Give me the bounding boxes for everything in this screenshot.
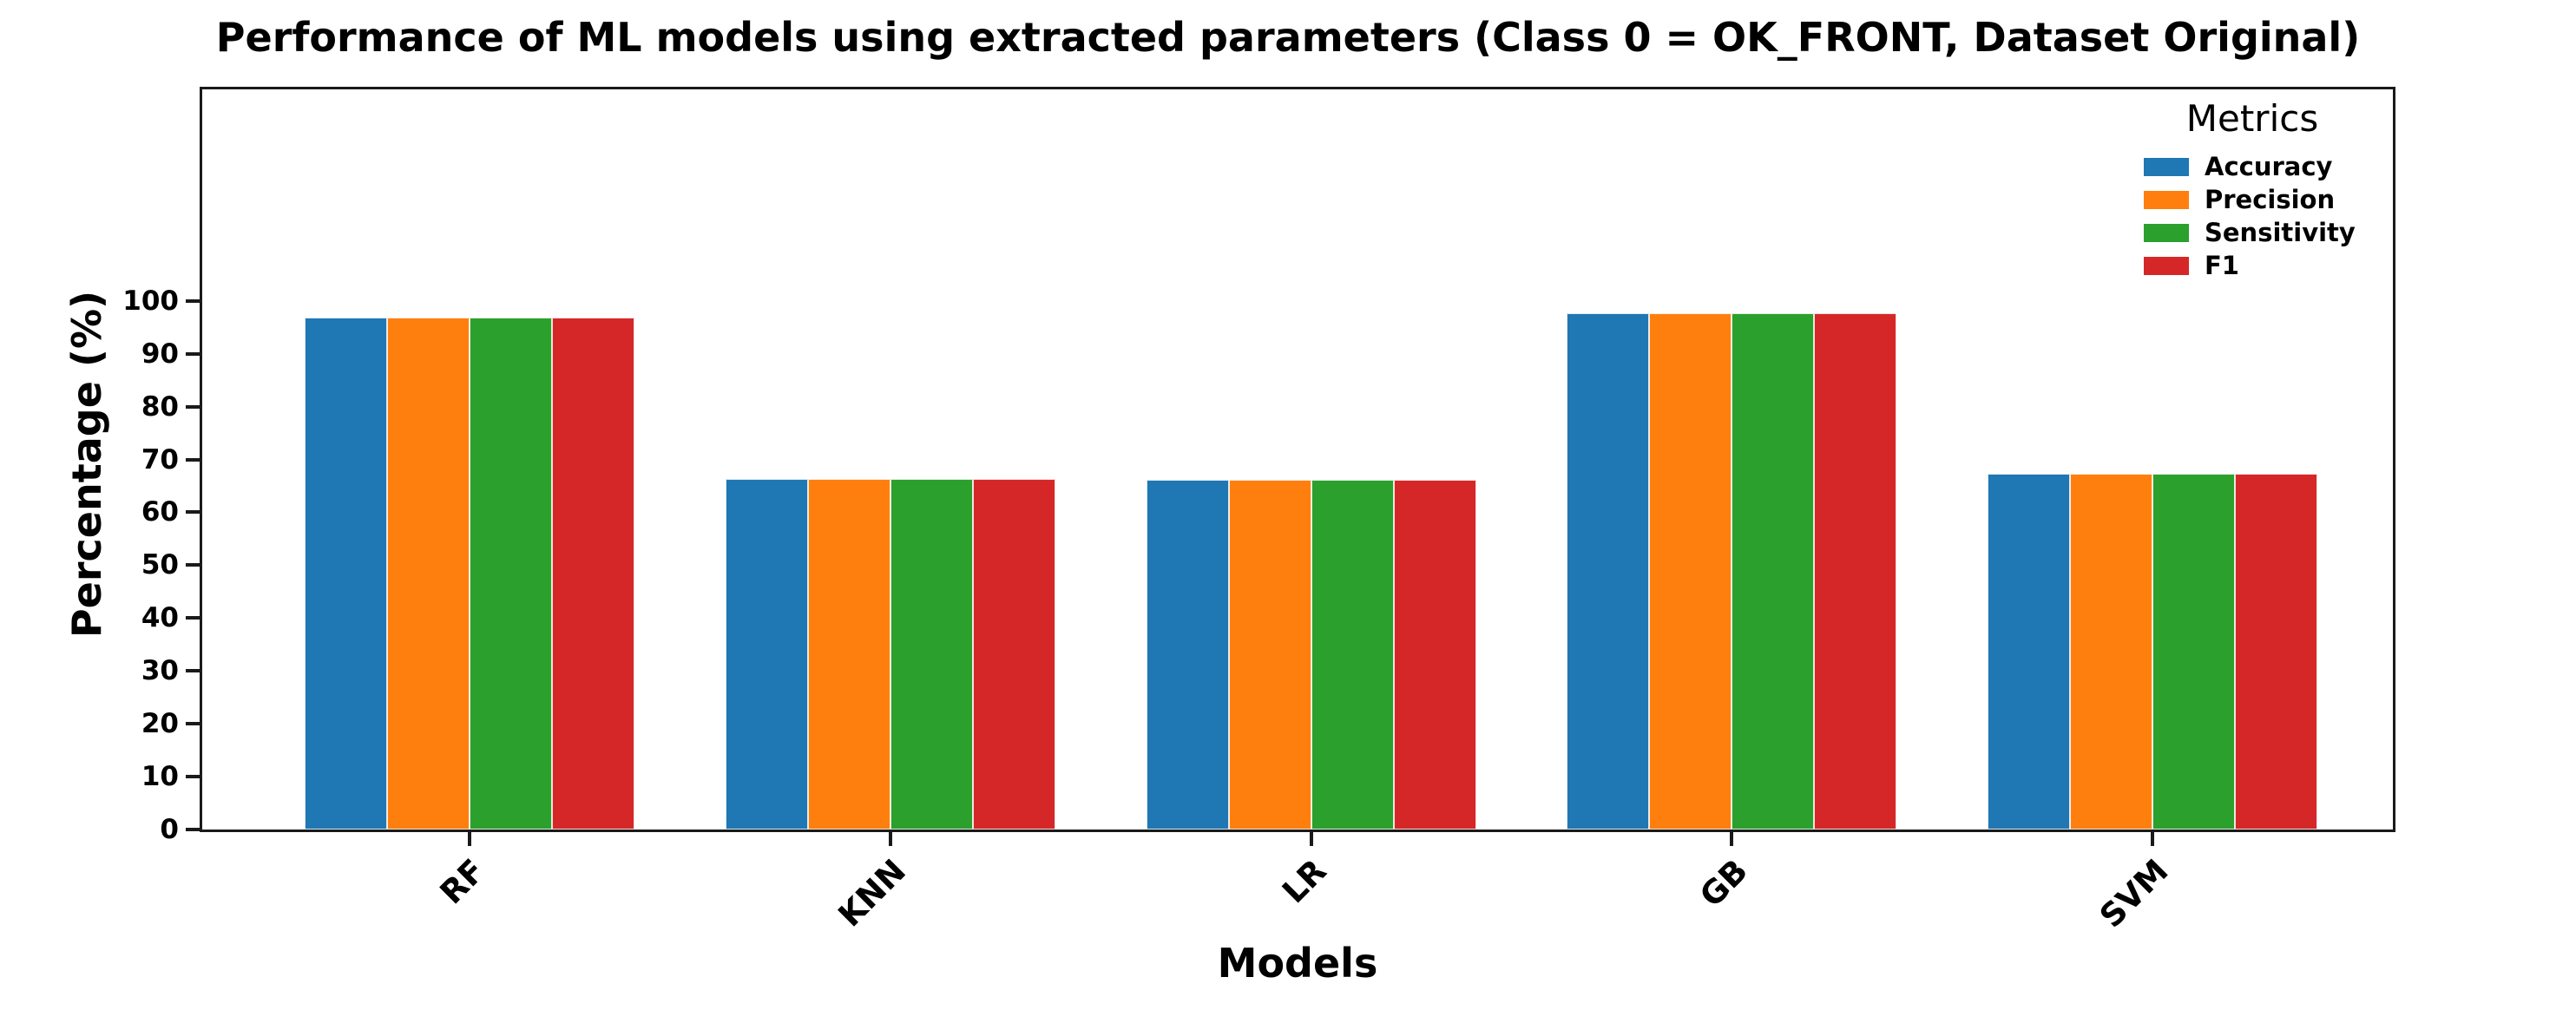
x-tick-text: SVM bbox=[2092, 852, 2176, 935]
y-tick-label-20: 20 bbox=[141, 708, 179, 740]
legend-swatch-precision bbox=[2144, 190, 2189, 209]
x-tick-text: KNN bbox=[831, 852, 914, 934]
bar-accuracy-knn bbox=[725, 479, 808, 830]
y-tick-mark-60 bbox=[186, 510, 200, 515]
legend-title: Metrics bbox=[2185, 97, 2319, 140]
bar-precision-rf bbox=[387, 317, 470, 830]
plot-area bbox=[200, 87, 2395, 832]
x-tick-label-gb: GB bbox=[1515, 852, 1755, 915]
legend-item-precision: Precision bbox=[2118, 183, 2387, 216]
legend-label-sensitivity: Sensitivity bbox=[2205, 218, 2356, 247]
legend-label-precision: Precision bbox=[2205, 185, 2336, 214]
y-tick-mark-90 bbox=[186, 351, 200, 356]
y-tick-label-100: 100 bbox=[122, 285, 179, 317]
x-tick-text: LR bbox=[1275, 852, 1334, 911]
y-tick-label-50: 50 bbox=[141, 549, 179, 581]
y-tick-label-70: 70 bbox=[141, 443, 179, 475]
x-tick-label-knn: KNN bbox=[674, 852, 913, 934]
y-tick-mark-50 bbox=[186, 563, 200, 567]
legend: Metrics Accuracy Precision Sensitivity F1 bbox=[2118, 97, 2387, 282]
y-tick-label-40: 40 bbox=[141, 602, 179, 634]
bar-f1-lr bbox=[1393, 480, 1476, 830]
legend-item-f1: F1 bbox=[2118, 249, 2387, 282]
y-tick-mark-20 bbox=[186, 722, 200, 726]
y-tick-label-10: 10 bbox=[141, 761, 179, 793]
bar-precision-svm bbox=[2070, 473, 2152, 830]
y-tick-mark-40 bbox=[186, 616, 200, 620]
bar-precision-knn bbox=[807, 479, 890, 830]
y-tick-mark-30 bbox=[186, 669, 200, 673]
y-tick-label-30: 30 bbox=[141, 655, 179, 687]
bar-sensitivity-knn bbox=[890, 479, 973, 830]
bar-accuracy-lr bbox=[1146, 480, 1229, 830]
x-tick-mark-knn bbox=[888, 832, 892, 846]
bar-accuracy-svm bbox=[1988, 473, 2070, 830]
bar-accuracy-rf bbox=[305, 317, 387, 830]
legend-label-f1: F1 bbox=[2205, 251, 2239, 280]
y-tick-mark-10 bbox=[186, 775, 200, 779]
y-tick-mark-80 bbox=[186, 404, 200, 409]
bar-sensitivity-rf bbox=[470, 317, 552, 830]
bar-precision-gb bbox=[1649, 312, 1732, 830]
y-tick-label-80: 80 bbox=[141, 390, 179, 423]
bar-f1-svm bbox=[2235, 473, 2317, 830]
legend-swatch-f1 bbox=[2144, 256, 2189, 275]
x-tick-text: GB bbox=[1692, 852, 1755, 915]
bar-f1-rf bbox=[552, 317, 634, 830]
legend-item-sensitivity: Sensitivity bbox=[2118, 216, 2387, 249]
bar-accuracy-gb bbox=[1567, 312, 1650, 830]
x-tick-mark-rf bbox=[468, 832, 471, 846]
bar-sensitivity-gb bbox=[1732, 312, 1815, 830]
y-tick-mark-70 bbox=[186, 457, 200, 462]
y-tick-label-0: 0 bbox=[160, 814, 179, 845]
x-tick-mark-lr bbox=[1309, 832, 1313, 846]
bar-f1-gb bbox=[1814, 312, 1897, 830]
legend-swatch-sensitivity bbox=[2144, 223, 2189, 242]
bar-precision-lr bbox=[1228, 480, 1311, 830]
y-tick-mark-0 bbox=[186, 828, 200, 831]
legend-swatch-accuracy bbox=[2144, 157, 2189, 176]
legend-label-accuracy: Accuracy bbox=[2205, 152, 2333, 181]
legend-item-accuracy: Accuracy bbox=[2118, 150, 2387, 183]
x-tick-mark-gb bbox=[1730, 832, 1734, 846]
y-tick-label-60: 60 bbox=[141, 496, 179, 528]
x-tick-label-lr: LR bbox=[1094, 852, 1334, 910]
bar-sensitivity-svm bbox=[2152, 473, 2235, 830]
legend-items: Accuracy Precision Sensitivity F1 bbox=[2118, 150, 2387, 282]
y-tick-mark-100 bbox=[186, 298, 200, 303]
x-tick-mark-svm bbox=[2151, 832, 2154, 846]
x-tick-text: RF bbox=[432, 852, 493, 912]
bar-sensitivity-lr bbox=[1311, 480, 1394, 830]
x-tick-label-svm: SVM bbox=[1935, 852, 2176, 935]
y-tick-label-90: 90 bbox=[141, 338, 179, 370]
chart-title: Performance of ML models using extracted… bbox=[215, 14, 2361, 61]
x-tick-label-rf: RF bbox=[253, 852, 492, 911]
x-axis-label: Models bbox=[1217, 940, 1378, 987]
bar-f1-knn bbox=[972, 479, 1055, 830]
